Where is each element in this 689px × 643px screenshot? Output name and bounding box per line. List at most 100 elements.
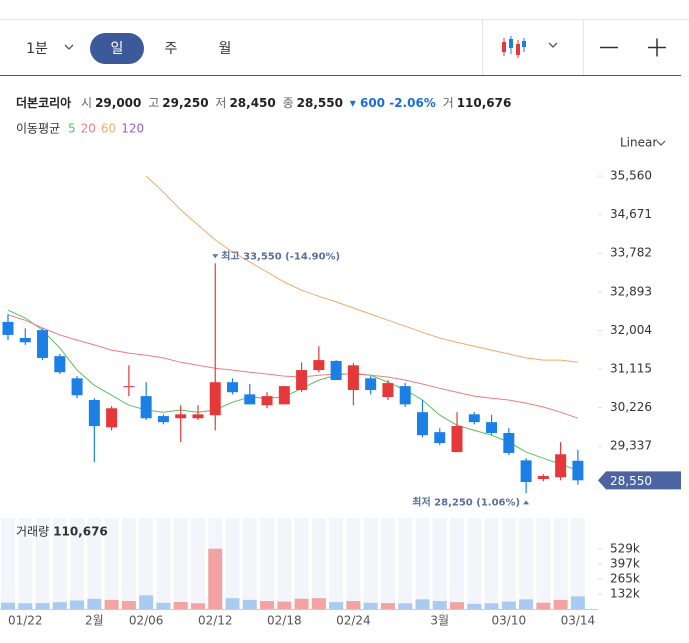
y-tick-label: 33,782 bbox=[610, 246, 652, 260]
candle-body bbox=[123, 386, 135, 388]
x-tick-label: 3월 bbox=[430, 614, 449, 628]
volume-column-bg bbox=[311, 518, 326, 609]
interval-button[interactable]: 1분 bbox=[26, 41, 48, 57]
volume-column-bg bbox=[432, 518, 447, 609]
interval-button[interactable]: 주 bbox=[165, 41, 178, 57]
volume-bar bbox=[346, 601, 361, 609]
volume-bar bbox=[260, 601, 275, 609]
candle-body bbox=[451, 426, 463, 453]
volume-bar bbox=[432, 601, 447, 609]
volume-bar bbox=[484, 603, 499, 609]
legend-entry: 60 bbox=[101, 122, 116, 136]
x-tick-label: 02/18 bbox=[267, 614, 302, 628]
volume-column-bg bbox=[536, 518, 551, 609]
stock-name: 더본코리아 bbox=[16, 96, 72, 110]
volume-bar bbox=[415, 599, 430, 609]
volume-bar bbox=[156, 602, 171, 609]
volume-column-bg bbox=[52, 518, 67, 609]
ma-line bbox=[145, 175, 578, 363]
scale-dropdown[interactable] bbox=[656, 140, 666, 146]
volume-bar bbox=[467, 603, 482, 609]
candle-body bbox=[330, 360, 342, 381]
quote-label: 시 bbox=[81, 96, 93, 110]
y-tick-label: 29,337 bbox=[610, 439, 652, 453]
y-tick-label: 32,004 bbox=[610, 323, 652, 337]
x-tick-label: 03/14 bbox=[561, 614, 596, 628]
candle-body bbox=[278, 386, 290, 405]
candle-body bbox=[19, 337, 31, 343]
candle-body bbox=[520, 460, 532, 483]
volume-column-bg bbox=[484, 518, 499, 609]
candle-body bbox=[365, 378, 377, 391]
candle-body bbox=[572, 460, 584, 481]
volume-column-bg bbox=[139, 518, 154, 609]
volume-y-tick-label: 265k bbox=[610, 571, 640, 585]
chart-type-button[interactable] bbox=[502, 36, 526, 58]
interval-button[interactable]: 일 bbox=[111, 41, 124, 57]
volume-column-bg bbox=[501, 518, 516, 609]
quote-value: 29,000 bbox=[95, 96, 142, 110]
volume-column-bg bbox=[553, 518, 568, 609]
volume-column-bg bbox=[519, 518, 534, 609]
quote-change: ▾ 600 -2.06% bbox=[349, 96, 436, 110]
candle-body bbox=[209, 382, 221, 416]
volume-column-bg bbox=[570, 518, 585, 609]
y-tick-label: 35,560 bbox=[610, 169, 652, 183]
volume-bar bbox=[225, 598, 240, 609]
volume-column-bg bbox=[225, 518, 240, 609]
high-note: 최고 33,550 (-14.90%) bbox=[221, 249, 340, 262]
volume-column-bg bbox=[70, 518, 85, 609]
y-tick-label: 32,893 bbox=[610, 284, 652, 298]
candle-body bbox=[296, 370, 308, 391]
legend-entry: 20 bbox=[81, 122, 96, 136]
volume-bar bbox=[294, 598, 309, 609]
candle-body bbox=[106, 408, 118, 428]
x-tick-label: 03/10 bbox=[492, 614, 527, 628]
x-tick-label: 2월 bbox=[85, 614, 104, 628]
volume-bar bbox=[242, 599, 257, 609]
volume-bar bbox=[363, 602, 378, 609]
candle-body bbox=[486, 422, 498, 434]
quote-value: 28,550 bbox=[296, 96, 343, 110]
quote-row: 더본코리아 시 29,000 고 29,250 저 28,450 종 28,550 ▾ … bbox=[16, 94, 514, 111]
volume-bar bbox=[450, 602, 465, 609]
x-tick-label: 01/22 bbox=[8, 614, 43, 628]
y-tick-label: 31,115 bbox=[610, 361, 652, 375]
high-marker bbox=[212, 254, 219, 259]
volume-y-tick-label: 529k bbox=[610, 541, 640, 555]
low-note: 최저 28,250 (1.06%) bbox=[412, 495, 520, 508]
volume-bar bbox=[277, 601, 292, 609]
quote-label: 고 bbox=[148, 96, 160, 110]
volume-bar bbox=[208, 548, 223, 609]
candle-body bbox=[175, 414, 187, 419]
zoom-in[interactable] bbox=[648, 38, 666, 57]
last-price-label: 28,550 bbox=[610, 474, 652, 488]
volume-y-tick-label: 132k bbox=[610, 586, 640, 600]
volume-bar bbox=[398, 603, 413, 609]
chart-type-dropdown[interactable] bbox=[548, 42, 558, 48]
volume-bar bbox=[519, 599, 534, 609]
candle-body bbox=[382, 383, 394, 397]
candle-body bbox=[503, 433, 515, 453]
volume-column-bg bbox=[450, 518, 465, 609]
quote-label: 저 bbox=[215, 96, 227, 110]
volume-column-bg bbox=[380, 518, 395, 609]
volume-bar bbox=[87, 598, 102, 609]
volume-column-bg bbox=[87, 518, 102, 609]
volume-column-bg bbox=[18, 518, 33, 609]
interval-button[interactable]: 월 bbox=[219, 41, 232, 57]
volume-column-bg bbox=[415, 518, 430, 609]
y-tick-label: 30,226 bbox=[610, 400, 652, 414]
volume-bar bbox=[1, 602, 15, 609]
candle-body bbox=[88, 400, 100, 427]
scale-selector[interactable]: Linear bbox=[620, 136, 657, 150]
interval-dropdown[interactable] bbox=[64, 44, 74, 50]
candle-body bbox=[261, 396, 273, 406]
volume-value: 110,676 bbox=[53, 525, 108, 539]
quote-label: 거 bbox=[442, 96, 454, 110]
candle-body bbox=[37, 330, 49, 358]
candle-body bbox=[2, 321, 14, 335]
volume-y-tick-label: 397k bbox=[610, 556, 640, 570]
interval-pill[interactable] bbox=[90, 33, 144, 64]
